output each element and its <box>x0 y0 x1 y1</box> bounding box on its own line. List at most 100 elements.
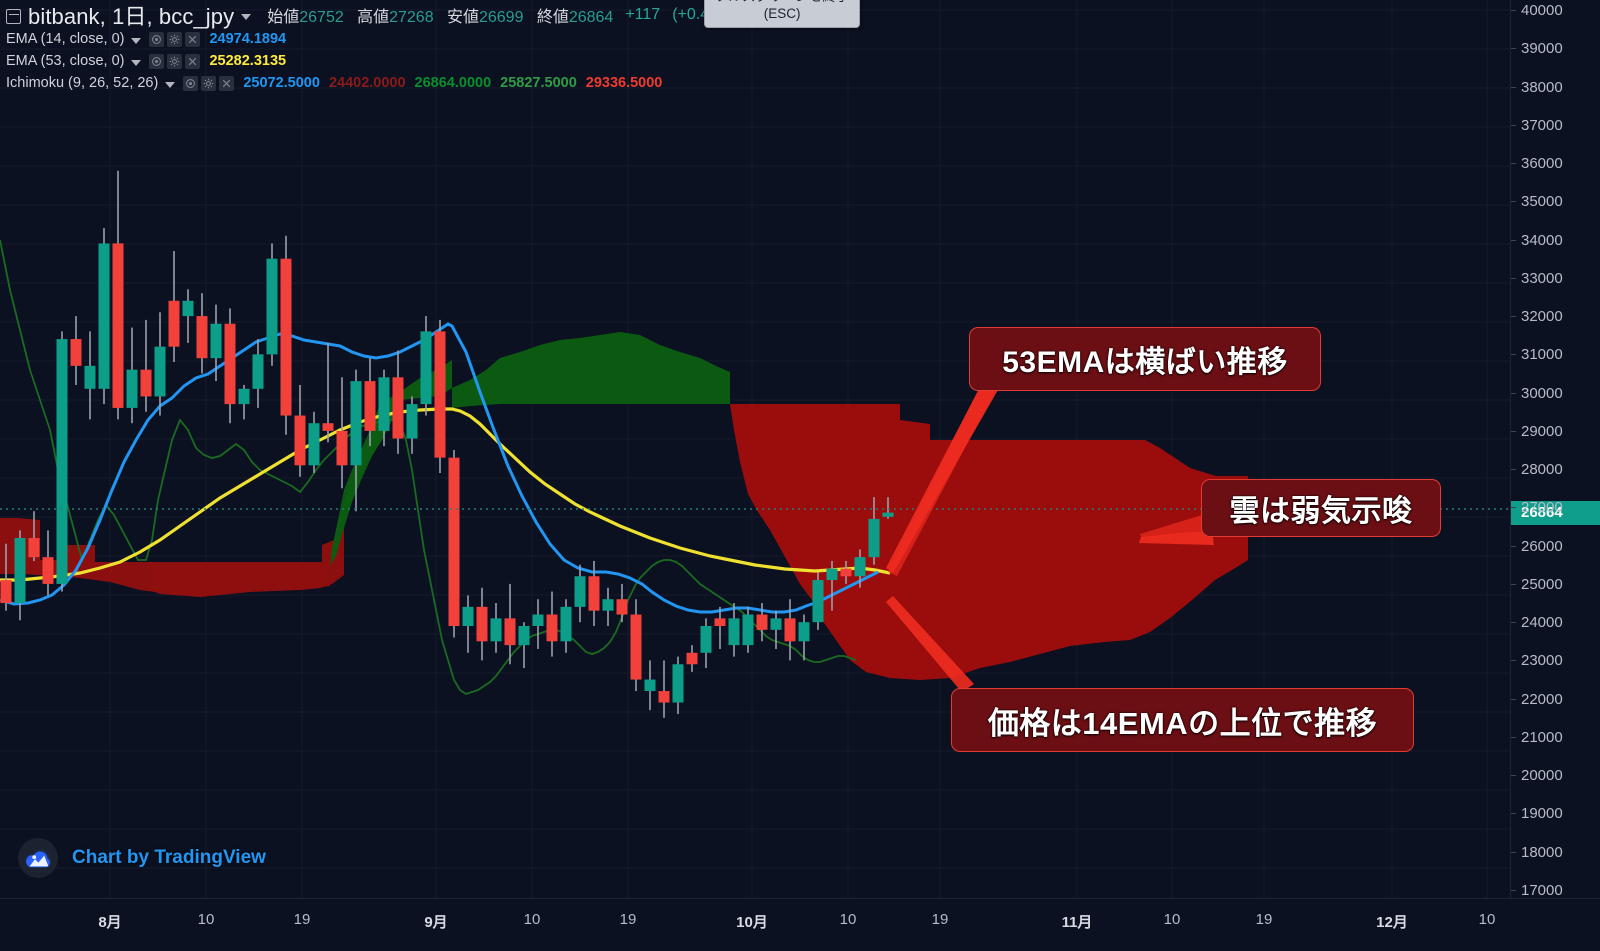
candle[interactable] <box>224 308 236 424</box>
callout-53ema[interactable]: 53EMAは横ばい推移 <box>969 327 1321 391</box>
callout-cloud[interactable]: 雲は弱気示唆 <box>1201 479 1441 537</box>
candle[interactable] <box>518 622 530 669</box>
candle[interactable] <box>14 530 26 621</box>
arrow-to-53ema-b <box>888 381 996 576</box>
chart-plot-area[interactable] <box>0 0 1510 898</box>
candle[interactable] <box>630 599 642 692</box>
candle[interactable] <box>168 251 180 362</box>
candle-body <box>490 618 502 642</box>
tradingview-label[interactable]: Chart by TradingView <box>72 847 266 868</box>
price-tick: 27000 <box>1511 499 1563 517</box>
candle-body <box>70 339 82 366</box>
candle[interactable] <box>336 377 348 489</box>
ichimoku-chikou-span <box>0 239 857 695</box>
candle[interactable] <box>644 660 656 711</box>
candle[interactable] <box>784 599 796 661</box>
time-tick: 19 <box>293 911 311 928</box>
candle[interactable] <box>308 411 320 473</box>
candle[interactable] <box>294 384 306 477</box>
candle[interactable] <box>448 450 460 638</box>
candle[interactable] <box>56 331 68 592</box>
candle-body <box>630 614 642 680</box>
candle-body <box>154 346 166 397</box>
candle[interactable] <box>280 235 292 435</box>
candle[interactable] <box>196 293 208 374</box>
chart-canvas[interactable] <box>0 0 1510 898</box>
candle-body <box>504 618 516 646</box>
price-tick: 19000 <box>1511 805 1563 823</box>
arrow-to-cloud <box>1139 530 1214 545</box>
candle[interactable] <box>406 396 418 454</box>
tradingview-branding[interactable]: Chart by TradingView <box>18 838 266 878</box>
candle[interactable] <box>462 595 474 653</box>
candle[interactable] <box>588 560 600 626</box>
candle[interactable] <box>322 342 334 443</box>
time-tick: 19 <box>1255 911 1273 928</box>
candle[interactable] <box>182 289 194 343</box>
candle[interactable] <box>882 497 894 519</box>
candle[interactable] <box>798 614 810 661</box>
candle[interactable] <box>714 606 726 649</box>
candle[interactable] <box>252 339 264 408</box>
candle[interactable] <box>266 243 278 366</box>
annotation-arrows <box>886 381 1218 700</box>
candle[interactable] <box>686 645 698 672</box>
candle[interactable] <box>210 304 222 382</box>
candle-body <box>826 568 838 581</box>
candle[interactable] <box>420 316 432 416</box>
candle[interactable] <box>840 560 852 584</box>
candle[interactable] <box>672 656 684 714</box>
candle[interactable] <box>868 497 880 565</box>
price-axis[interactable]: 26864 40000 39000 38000 37000 36000 35000 3400… <box>1510 0 1600 898</box>
candle[interactable] <box>378 369 390 447</box>
candle[interactable] <box>112 170 124 420</box>
candle[interactable] <box>98 228 110 405</box>
candle-body <box>560 606 572 642</box>
candle[interactable] <box>616 583 628 623</box>
candle[interactable] <box>84 331 96 420</box>
candle[interactable] <box>350 369 362 512</box>
candle[interactable] <box>42 530 54 596</box>
candle-body <box>784 618 796 642</box>
price-tick: 30000 <box>1511 384 1563 402</box>
candle[interactable] <box>490 603 502 653</box>
candle[interactable] <box>700 618 712 669</box>
candle-body <box>616 599 628 615</box>
candle[interactable] <box>742 606 754 653</box>
candle[interactable] <box>826 560 838 611</box>
price-tick: 22000 <box>1511 690 1563 708</box>
candle[interactable] <box>602 587 614 626</box>
candle-body <box>462 606 474 626</box>
candle-body <box>294 415 306 466</box>
candle[interactable] <box>28 511 40 561</box>
ema53-line <box>0 407 891 582</box>
candle[interactable] <box>476 587 488 661</box>
candle[interactable] <box>756 603 768 642</box>
candle[interactable] <box>392 350 404 454</box>
candle[interactable] <box>770 610 782 649</box>
candle[interactable] <box>658 660 670 718</box>
candle[interactable] <box>434 319 446 473</box>
candle[interactable] <box>560 599 572 653</box>
candle[interactable] <box>364 358 376 447</box>
candlestick-series[interactable] <box>0 170 894 718</box>
candle-body <box>840 568 852 577</box>
candle[interactable] <box>0 543 12 611</box>
candle[interactable] <box>532 599 544 649</box>
candle[interactable] <box>574 564 586 623</box>
candle[interactable] <box>238 384 250 420</box>
candle-body <box>574 576 586 607</box>
candle[interactable] <box>154 312 166 416</box>
time-axis[interactable]: 8月 10 19 9月 10 19 10月 10 19 11月 10 19 12月 10 <box>0 898 1600 951</box>
candle[interactable] <box>126 327 138 424</box>
candle[interactable] <box>140 319 152 412</box>
candle[interactable] <box>812 572 824 630</box>
candle[interactable] <box>504 583 516 665</box>
candle[interactable] <box>854 549 866 588</box>
callout-14ema[interactable]: 価格は14EMAの上位で推移 <box>951 688 1414 752</box>
candle[interactable] <box>546 591 558 657</box>
candle[interactable] <box>70 316 82 385</box>
candle-body <box>210 323 222 359</box>
candle[interactable] <box>728 603 740 657</box>
